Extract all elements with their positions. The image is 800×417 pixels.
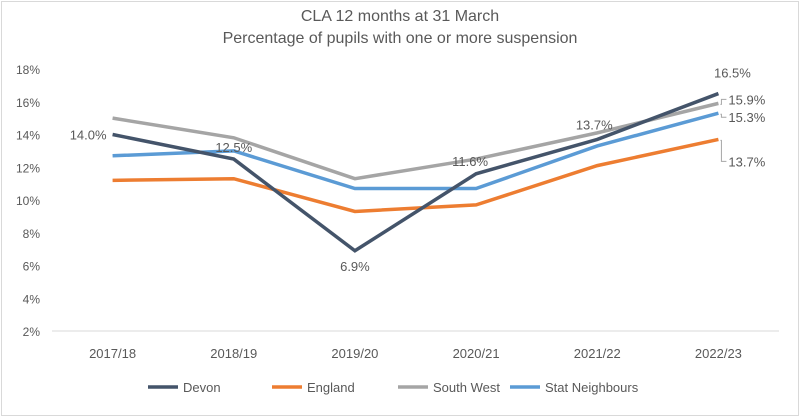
legend-label: Stat Neighbours — [545, 380, 639, 395]
y-tick-label: 8% — [23, 227, 41, 241]
y-tick-label: 2% — [23, 325, 41, 339]
y-tick-label: 12% — [16, 161, 40, 175]
data-label: 11.6% — [452, 154, 488, 169]
y-tick-label: 6% — [23, 260, 41, 274]
y-tick-label: 18% — [16, 63, 40, 77]
chart-subtitle: Percentage of pupils with one or more su… — [222, 30, 578, 47]
data-label: 14.0% — [70, 128, 107, 143]
series-line-stat-neighbours — [112, 111, 719, 191]
series-line-england — [112, 137, 719, 214]
x-tick-label: 2021/22 — [574, 346, 621, 361]
y-tick-label: 16% — [16, 96, 40, 110]
leader-line — [720, 98, 727, 105]
x-tick-label: 2019/20 — [331, 346, 378, 361]
data-label: 6.9% — [340, 259, 370, 274]
x-tick-label: 2018/19 — [210, 346, 257, 361]
data-label: 15.9% — [728, 92, 765, 107]
legend-label: South West — [433, 380, 500, 395]
series-line-south-west — [112, 101, 719, 181]
x-tick-label: 2017/18 — [89, 346, 136, 361]
x-tick-label: 2020/21 — [453, 346, 500, 361]
data-label: 13.7% — [728, 154, 765, 169]
series-line-devon — [112, 91, 720, 253]
y-tick-label: 4% — [23, 292, 41, 306]
legend-label: England — [307, 380, 355, 395]
leader-line — [720, 139, 727, 162]
data-label: 12.5% — [215, 140, 252, 155]
data-label: 13.7% — [576, 117, 613, 132]
x-tick-label: 2022/23 — [695, 346, 742, 361]
y-tick-label: 10% — [16, 194, 40, 208]
data-label: 15.3% — [728, 110, 765, 125]
chart-title: CLA 12 months at 31 March — [300, 8, 500, 25]
data-label: 16.5% — [714, 66, 751, 81]
leader-line — [720, 113, 727, 118]
legend-label: Devon — [183, 380, 221, 395]
y-tick-label: 14% — [16, 129, 40, 143]
